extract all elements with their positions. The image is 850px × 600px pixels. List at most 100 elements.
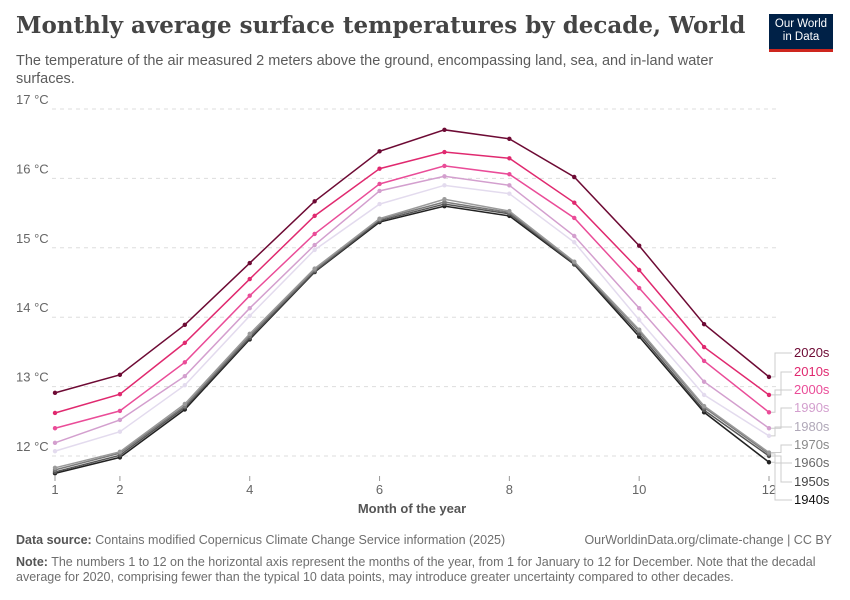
data-point-2020s (636, 243, 642, 248)
logo-line2: in Data (782, 31, 820, 43)
note: Note: The numbers 1 to 12 on the horizon… (16, 555, 816, 585)
data-source: Data source: Contains modified Copernicu… (16, 533, 505, 548)
x-tick-label: 4 (246, 482, 253, 497)
legend-connector (771, 352, 792, 378)
data-point-1980s (442, 183, 447, 188)
series-line-1990s (54, 175, 770, 444)
data-point-1990s (52, 440, 58, 446)
legend-connector (771, 389, 792, 413)
source-label: Data source: (16, 533, 92, 547)
data-point-2020s (701, 321, 707, 327)
data-point-2010s (52, 410, 58, 416)
source-url-link[interactable]: OurWorldinData.org/climate-change | CC B… (584, 533, 832, 547)
data-point-1970s (766, 450, 772, 455)
owid-logo[interactable]: Our World in Data (769, 14, 833, 52)
data-point-2010s (572, 200, 577, 205)
chart-subtitle: The temperature of the air measured 2 me… (16, 53, 714, 87)
data-point-1990s (377, 188, 382, 194)
data-point-1980s (182, 383, 188, 388)
x-tick-label: 1 (51, 482, 58, 497)
legend-label-1940s: 1940s (794, 492, 830, 507)
series-line-2010s (54, 151, 770, 414)
data-point-1990s (312, 242, 317, 248)
data-point-1980s (52, 448, 58, 454)
y-tick-label: 12 °C (16, 439, 49, 454)
data-point-1970s (701, 403, 707, 409)
legend-connector (771, 371, 792, 396)
data-point-2010s (636, 267, 642, 273)
legend-label-1990s: 1990s (794, 400, 830, 415)
line-chart: 12 °C13 °C14 °C15 °C16 °C17 °C1 2 4 6 8 10 12M… (16, 92, 830, 516)
data-point-2010s (247, 276, 252, 282)
data-point-1990s (182, 373, 188, 379)
data-point-2000s (507, 172, 512, 177)
series-line-1950s (54, 203, 770, 473)
data-point-2010s (766, 392, 772, 398)
data-point-2000s (766, 410, 772, 415)
logo-line1: Our World (774, 18, 828, 30)
legend-connector (771, 407, 792, 429)
data-point-2020s (377, 149, 382, 154)
series-line-2020s (54, 129, 770, 394)
data-point-1990s (507, 183, 512, 188)
data-point-1970s (52, 465, 58, 470)
data-point-2000s (377, 181, 382, 187)
legend-connector (771, 444, 792, 454)
data-point-2000s (117, 408, 123, 414)
data-point-2020s (247, 260, 252, 266)
data-point-1970s (247, 331, 252, 337)
legend-label-2000s: 2000s (794, 382, 830, 397)
data-point-1990s (442, 174, 447, 179)
data-point-1990s (572, 233, 577, 239)
x-tick-label: 12 (762, 482, 776, 497)
data-point-1990s (247, 305, 252, 311)
data-point-2020s (766, 374, 772, 380)
data-point-2000s (701, 358, 707, 364)
data-point-1990s (117, 417, 123, 423)
data-point-2010s (182, 340, 188, 346)
note-text: The numbers 1 to 12 on the horizontal ax… (16, 555, 816, 584)
data-point-1980s (377, 201, 382, 207)
data-point-1970s (117, 449, 123, 455)
y-tick-label: 17 °C (16, 92, 49, 107)
data-point-2020s (312, 199, 317, 204)
data-point-2010s (701, 344, 707, 350)
data-point-2020s (117, 372, 123, 378)
data-point-1980s (701, 392, 707, 398)
data-point-2000s (442, 163, 447, 169)
y-tick-label: 16 °C (16, 161, 49, 176)
legend-label-2020s: 2020s (794, 345, 830, 360)
data-point-2000s (182, 360, 188, 365)
data-point-1970s (312, 266, 317, 271)
data-point-1990s (766, 426, 772, 431)
data-point-1990s (701, 379, 707, 384)
legend-connector (771, 461, 792, 501)
data-point-2010s (312, 213, 317, 219)
data-point-1940s (766, 460, 772, 465)
data-point-1980s (117, 429, 123, 434)
series-line-2000s (54, 165, 770, 429)
x-tick-label: 10 (632, 482, 646, 497)
data-point-2010s (507, 156, 512, 161)
x-tick-label: 6 (376, 482, 383, 497)
data-point-1970s (182, 401, 188, 407)
data-point-1980s (636, 317, 642, 323)
data-point-1980s (247, 313, 252, 319)
data-point-1970s (572, 259, 577, 264)
series-line-1980s (54, 184, 770, 452)
data-point-2020s (442, 127, 447, 133)
data-point-1970s (442, 197, 447, 202)
data-point-1990s (636, 305, 642, 311)
data-point-1980s (312, 247, 317, 253)
legend-label-1960s: 1960s (794, 455, 830, 470)
data-point-1970s (377, 216, 382, 221)
note-label: Note: (16, 555, 48, 569)
data-point-2020s (52, 390, 58, 396)
data-point-2000s (312, 231, 317, 237)
data-point-1980s (572, 240, 577, 245)
data-point-2020s (182, 322, 188, 328)
y-tick-label: 14 °C (16, 300, 49, 315)
y-tick-label: 15 °C (16, 231, 49, 246)
data-point-2010s (117, 392, 123, 397)
data-point-2020s (572, 174, 577, 180)
